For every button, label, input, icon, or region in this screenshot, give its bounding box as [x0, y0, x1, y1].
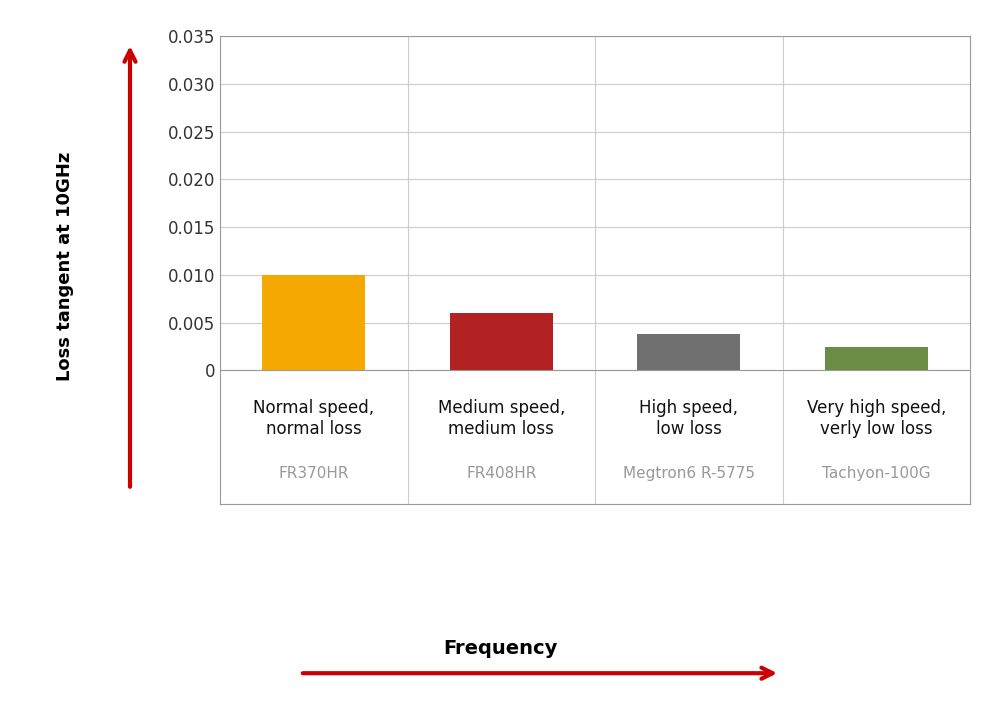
Text: Very high speed,
verly low loss: Very high speed, verly low loss	[807, 399, 946, 438]
Bar	[262, 275, 365, 370]
Text: Megtron6 R-5775: Megtron6 R-5775	[623, 466, 755, 481]
Text: FR408HR: FR408HR	[466, 466, 536, 481]
Bar	[825, 347, 928, 370]
Text: Normal speed,
normal loss: Normal speed, normal loss	[253, 399, 374, 438]
Text: Tachyon-100G: Tachyon-100G	[822, 466, 931, 481]
Text: Loss tangent at 10GHz: Loss tangent at 10GHz	[56, 152, 74, 381]
Bar	[450, 313, 553, 370]
Text: Frequency: Frequency	[443, 639, 557, 657]
Text: High speed,
low loss: High speed, low loss	[639, 399, 738, 438]
Bar	[637, 334, 740, 370]
Text: Medium speed,
medium loss: Medium speed, medium loss	[438, 399, 565, 438]
Text: FR370HR: FR370HR	[278, 466, 349, 481]
